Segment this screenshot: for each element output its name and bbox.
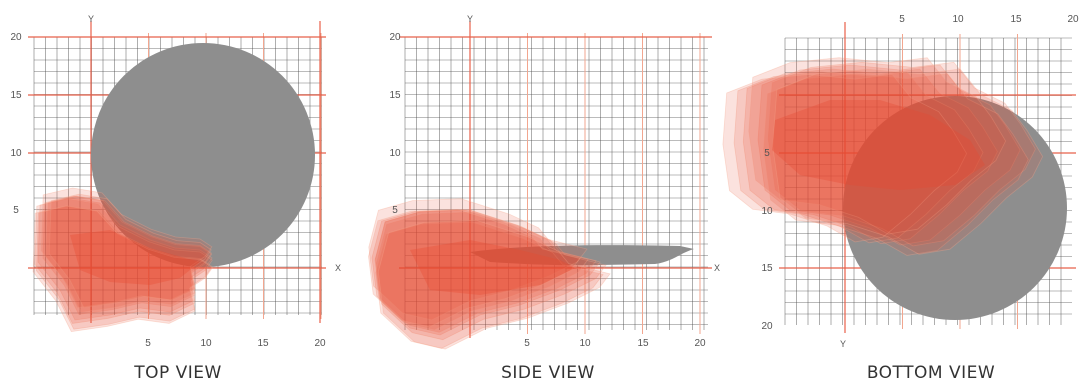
bottom-view-panel: Y 5 10 15 20 5 10 15 20 BOTTOM VIEW	[722, 14, 1079, 383]
x-tick-label: 5	[524, 338, 530, 349]
y-axis-label: Y	[467, 14, 473, 24]
hand-pose-layer	[757, 64, 1021, 246]
top-view-panel: Y X 20 15 10 5 5 10 15 20 TOP VIEW	[10, 14, 341, 383]
hand-pose-layer	[742, 68, 998, 245]
y-axis-label: Y	[840, 339, 846, 349]
y-axis-label: Y	[88, 14, 94, 24]
hand-pose-layer	[748, 57, 1007, 235]
x-tick-label: 10	[952, 14, 964, 25]
view-title: SIDE VIEW	[501, 363, 595, 383]
hand-pose-layer	[374, 209, 601, 336]
hand-pose-layer	[37, 197, 213, 321]
hand-pose-layer	[722, 74, 968, 243]
hand-pose-core	[410, 240, 575, 295]
hand-pose-layer	[772, 68, 1044, 255]
hand-pose-layer	[368, 198, 588, 321]
x-axis-label: X	[335, 263, 341, 273]
hand-pose-layer	[34, 198, 213, 324]
hand-pose-layer	[371, 209, 589, 331]
x-axis-label: X	[714, 263, 720, 273]
hand-pose-core	[70, 230, 200, 285]
y-tick-label: 10	[761, 206, 773, 217]
y-tick-label: 15	[389, 90, 401, 101]
hand-pose-layer	[48, 193, 212, 309]
y-tick-label: 15	[10, 90, 22, 101]
hand-pose-layer	[375, 209, 597, 333]
object-circle	[91, 43, 315, 267]
y-tick-label: 20	[761, 321, 773, 332]
hand-pose-layer	[733, 71, 984, 244]
y-tick-label: 10	[389, 148, 401, 159]
hand-pose-layer	[42, 195, 213, 315]
y-tick-label: 5	[764, 148, 770, 159]
hand-pose-layer	[40, 187, 213, 309]
hand-pose-layer	[763, 73, 1029, 256]
x-tick-label: 15	[637, 338, 649, 349]
hand-pose-layer	[377, 219, 611, 350]
y-tick-label: 5	[392, 205, 398, 216]
y-tick-label: 15	[761, 263, 773, 274]
hand-pose-layer	[376, 211, 607, 341]
view-title: BOTTOM VIEW	[867, 363, 995, 383]
hand-pose-layer	[45, 195, 212, 313]
x-tick-label: 20	[314, 338, 326, 349]
x-tick-label: 15	[1010, 14, 1022, 25]
x-tick-label: 10	[200, 338, 212, 349]
object-sliver	[470, 245, 694, 266]
x-tick-label: 20	[1067, 14, 1079, 25]
y-tick-label: 5	[13, 205, 19, 216]
object-circle	[843, 96, 1067, 320]
y-tick-label: 20	[389, 32, 401, 43]
hand-pose-layer	[35, 205, 213, 330]
x-tick-label: 15	[257, 338, 269, 349]
hand-pose-layer	[767, 61, 1036, 247]
y-tick-label: 10	[10, 148, 22, 159]
view-title: TOP VIEW	[133, 363, 222, 383]
x-tick-label: 5	[899, 14, 905, 25]
x-tick-label: 10	[579, 338, 591, 349]
y-tick-label: 20	[10, 32, 22, 43]
hand-pose-layer	[32, 205, 213, 333]
hand-pose-layer	[368, 208, 581, 328]
hand-pose-core	[772, 100, 985, 190]
x-tick-label: 5	[145, 338, 151, 349]
x-tick-label: 20	[694, 338, 706, 349]
hand-pose-layer	[375, 221, 604, 349]
side-view-panel: Y X 20 15 10 5 5 10 15 20 SIDE VIEW	[368, 14, 720, 383]
